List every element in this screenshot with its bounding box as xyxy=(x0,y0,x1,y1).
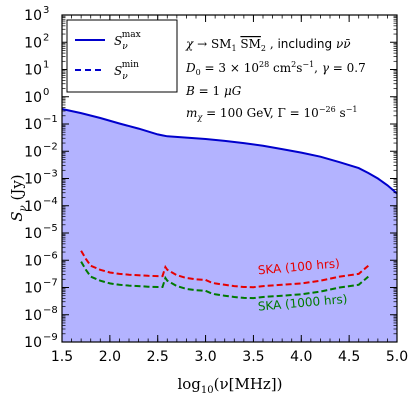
y-tick-label-10: 10 xyxy=(24,63,42,79)
x-tick-label-0: 1.5 xyxy=(51,349,73,365)
x-tick-label-1: 2.0 xyxy=(99,349,121,365)
x-tick-label-7: 5.0 xyxy=(386,349,408,365)
y-axis-label-rest: (Jy) xyxy=(8,174,26,205)
series-line-1 xyxy=(80,250,369,289)
y-tick-label-5: 10 xyxy=(24,199,42,215)
y-tick-label-exp-12: 3 xyxy=(43,5,49,16)
y-tick-label-exp-11: 2 xyxy=(43,32,49,43)
y-tick-label-1: 10 xyxy=(24,308,42,324)
x-axis-label-sub: 10 xyxy=(201,385,214,396)
x-axis-label-rest: (ν[MHz]) xyxy=(214,375,283,393)
plot-area xyxy=(61,108,398,342)
series-line-0 xyxy=(61,108,398,195)
annotation-diffusion: D0 = 3 × 1028 cm2s−1, γ = 0.7 xyxy=(185,60,366,77)
annotation-field: B = 1 μG xyxy=(185,84,242,98)
y-tick-label-exp-0: −9 xyxy=(43,332,58,343)
y-tick-label-8: 10 xyxy=(24,117,42,133)
y-tick-label-exp-6: −3 xyxy=(43,169,58,180)
y-tick-label-exp-4: −5 xyxy=(43,223,58,234)
x-axis-label-log: log xyxy=(177,375,201,393)
y-tick-label-exp-5: −4 xyxy=(43,196,58,207)
series-line-2 xyxy=(80,261,369,300)
y-tick-label-0: 10 xyxy=(24,335,42,351)
x-tick-label-3: 3.0 xyxy=(194,349,216,365)
y-tick-label-2: 10 xyxy=(24,281,42,297)
x-tick-label-6: 4.5 xyxy=(338,349,360,365)
y-tick-label-7: 10 xyxy=(24,144,42,160)
y-tick-label-exp-10: 1 xyxy=(43,60,49,71)
x-tick-label-4: 3.5 xyxy=(242,349,264,365)
y-tick-label-9: 10 xyxy=(24,90,42,106)
series-fill-0 xyxy=(62,109,397,342)
annotation-mass: mχ = 100 GeV, Γ = 10−26 s−1 xyxy=(186,105,358,122)
ticks xyxy=(61,14,398,343)
y-tick-label-4: 10 xyxy=(24,226,42,242)
legend-box xyxy=(66,19,178,93)
y-tick-label-exp-3: −6 xyxy=(43,250,58,261)
y-tick-label-exp-8: −1 xyxy=(43,114,58,125)
y-tick-label-11: 10 xyxy=(24,35,42,51)
y-tick-label-6: 10 xyxy=(24,172,42,188)
y-tick-label-12: 10 xyxy=(24,8,42,24)
x-tick-label-5: 4.0 xyxy=(290,349,312,365)
y-tick-label-exp-1: −8 xyxy=(43,305,58,316)
legend: Sνmax Sνmin xyxy=(66,19,178,93)
y-axis-label: Sν (Jy) xyxy=(8,174,29,221)
y-axis-label-s: S xyxy=(8,211,26,221)
annotations: χ → SM1 SM2 , including νν̄ D0 = 3 × 102… xyxy=(185,37,366,122)
annotation-channel: χ → SM1 SM2 , including νν̄ xyxy=(185,37,351,53)
y-tick-label-exp-2: −7 xyxy=(43,278,58,289)
tick-labels: 1.5 2.0 2.5 3.0 3.5 4.0 4.5 5.010−910−810−710−6… xyxy=(24,5,408,365)
legend-label-min: Sνmin xyxy=(114,60,139,82)
x-tick-label-2: 2.5 xyxy=(147,349,169,365)
x-axis-label: log10(ν[MHz]) xyxy=(177,375,282,396)
legend-label-max: Sνmax xyxy=(114,30,141,52)
y-tick-label-exp-7: −2 xyxy=(43,141,58,152)
y-axis-label-sub: ν xyxy=(18,205,29,211)
y-tick-label-3: 10 xyxy=(24,253,42,269)
y-tick-label-exp-9: 0 xyxy=(43,87,49,98)
